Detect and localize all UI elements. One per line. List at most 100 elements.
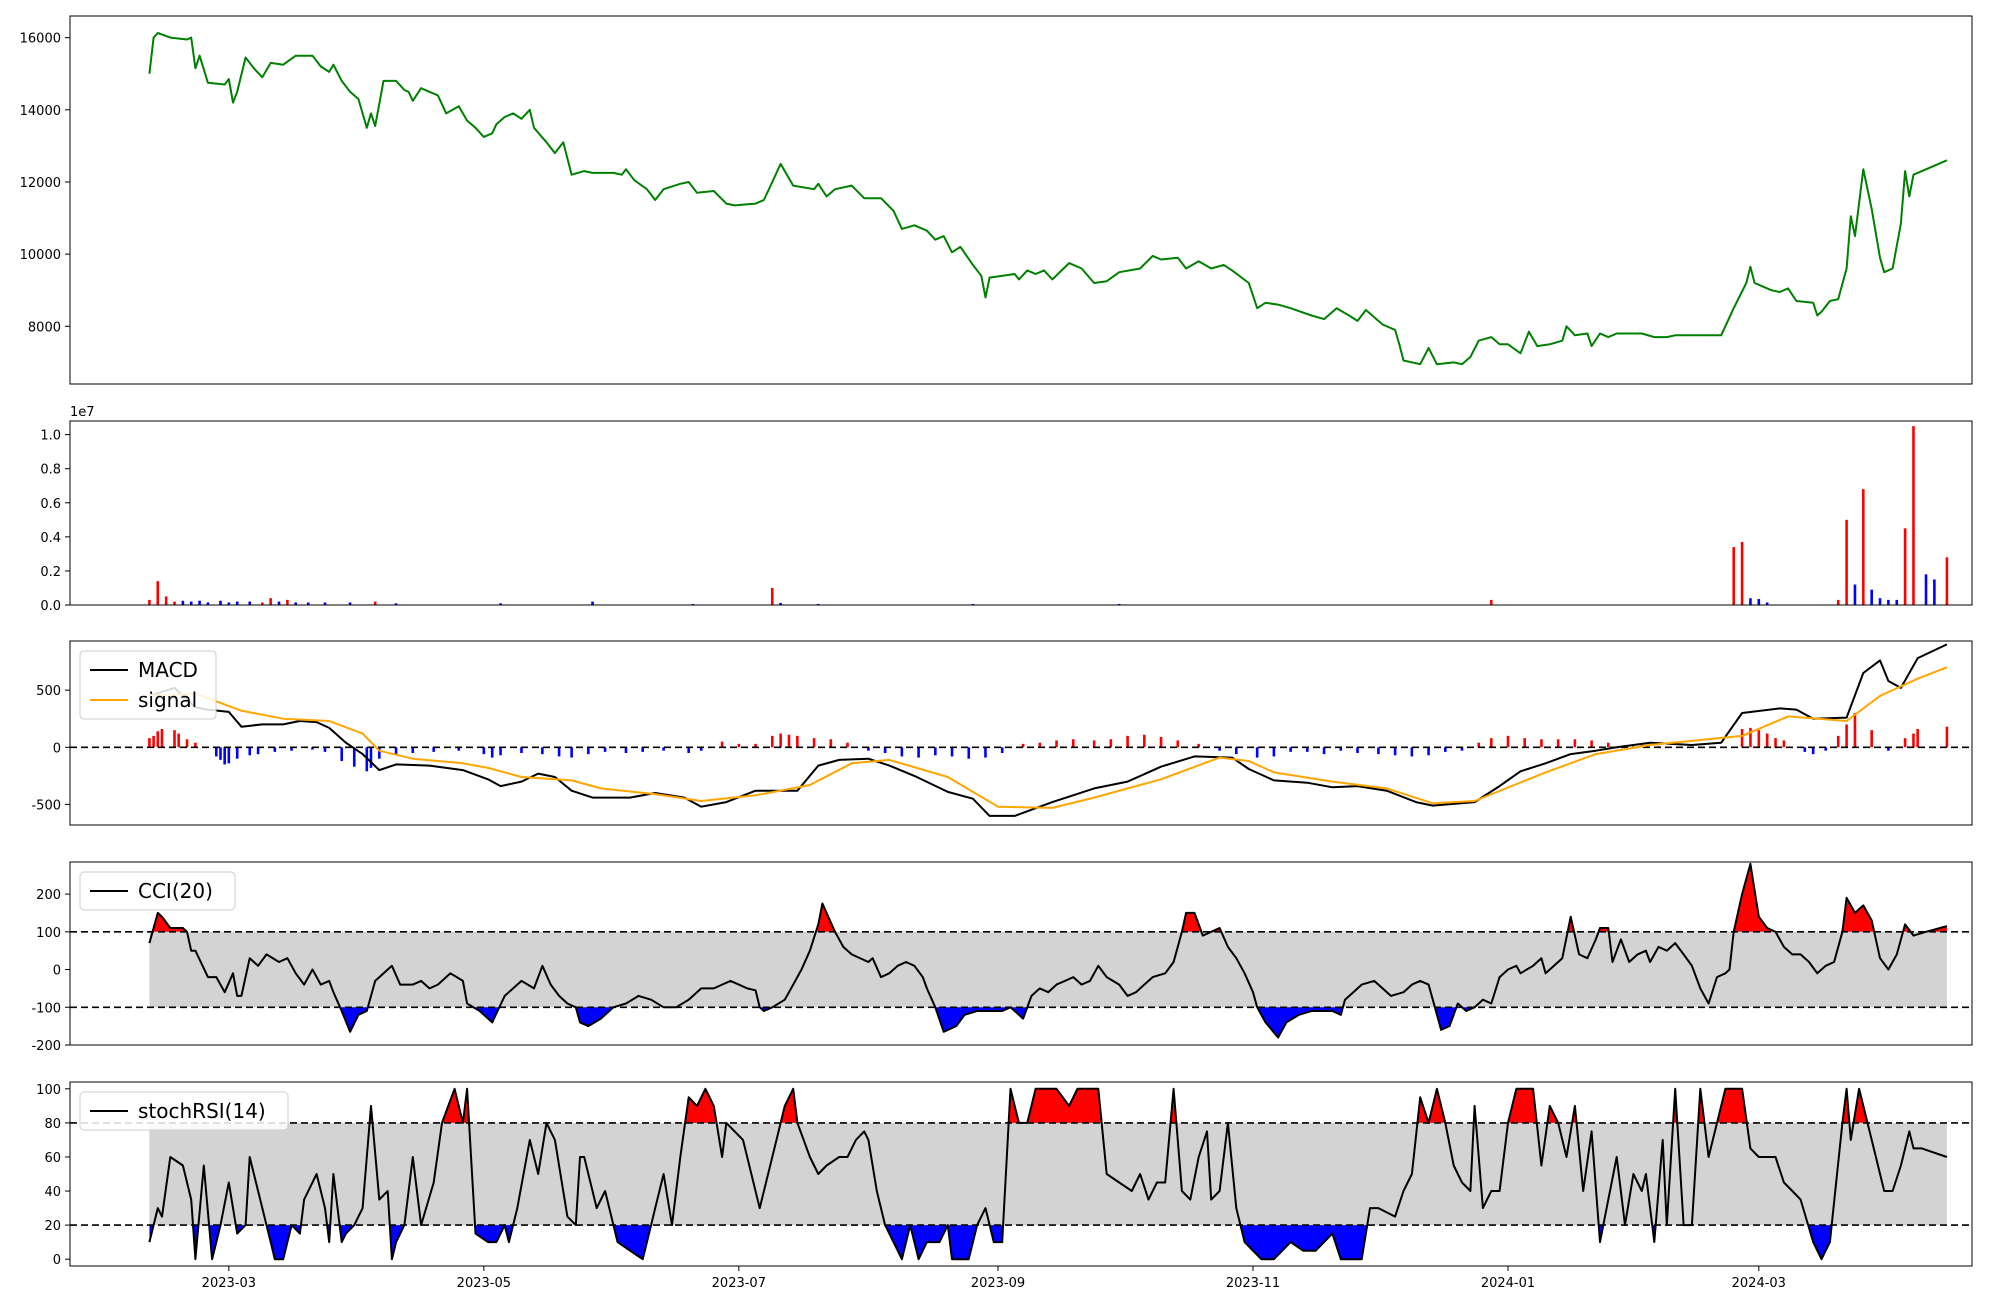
overbought-fill [780, 1088, 798, 1123]
volume-bar [235, 601, 239, 605]
x-tick-label: 2024-01 [1481, 1276, 1535, 1291]
volume-bar [294, 602, 298, 605]
macd-histogram-bar [520, 747, 523, 753]
macd-histogram-bar [219, 747, 222, 760]
macd-histogram-bar [173, 730, 176, 748]
macd-histogram-bar [499, 747, 502, 756]
overbought-fill [152, 912, 188, 932]
macd-histogram-bar [369, 747, 373, 768]
volume-bar [1117, 603, 1121, 605]
oversold-fill [1808, 1225, 1832, 1260]
overbought-fill [1853, 1088, 1868, 1123]
macd-histogram-bar [1143, 734, 1146, 748]
oversold-fill [935, 1007, 1011, 1032]
volume-bar [1870, 589, 1873, 605]
macd-histogram-bar [1159, 737, 1163, 748]
volume-bar [260, 602, 264, 605]
volume-panel: 0.0 0.2 0.4 0.6 0.8 1.0 [40, 420, 1973, 614]
macd-histogram-bar [1427, 747, 1430, 756]
macd-histogram-bar [1126, 735, 1129, 748]
plot-area [148, 32, 1948, 366]
volume-bar [206, 602, 210, 605]
volume-bar [1895, 599, 1899, 605]
macd-histogram-bar [290, 747, 293, 751]
macd-histogram-bar [846, 742, 849, 748]
macd-histogram-bar [1556, 739, 1560, 748]
macd-histogram-bar [482, 747, 486, 755]
macd-histogram-bar [1306, 747, 1309, 752]
volume-bar [148, 599, 151, 605]
oversold-fill [504, 1225, 514, 1243]
volume-bar [173, 601, 176, 605]
macd-histogram-bar [1824, 747, 1827, 751]
macd-histogram-bar [1912, 733, 1915, 748]
macd-histogram-bar [273, 747, 277, 752]
volume-bar [323, 602, 327, 605]
overbought-fill [1733, 863, 1776, 932]
y-tick-label: 100 [36, 1083, 61, 1098]
macd-histogram-bar [779, 733, 782, 748]
y-tick-label: -200 [31, 1039, 61, 1054]
x-tick-label: 2023-05 [457, 1276, 511, 1291]
macd-histogram-bar [770, 735, 774, 748]
macd-histogram-bar [1176, 740, 1180, 748]
y-tick-label: 0 [53, 741, 61, 756]
axes-frame [69, 861, 1973, 1046]
volume-bar [277, 601, 281, 605]
macd-histogram-bar [587, 747, 590, 755]
volume-bar [227, 602, 231, 605]
y-tick-label: 200 [36, 888, 61, 903]
axes-frame [69, 15, 1973, 385]
y-tick-label: 0.4 [40, 531, 61, 546]
macd-histogram-bar [223, 747, 226, 765]
volume-bar [499, 603, 502, 605]
macd-histogram-bar [796, 735, 799, 748]
macd-histogram-bar [1903, 738, 1907, 748]
macd-histogram-bar [720, 741, 724, 748]
macd-histogram-bar [984, 747, 987, 758]
macd-histogram-bar [641, 747, 644, 752]
macd-histogram-bar [1887, 747, 1890, 751]
macd-histogram-bar [1945, 726, 1949, 748]
legend-label: stochRSI(14) [138, 1099, 266, 1123]
volume-bar [373, 601, 377, 605]
volume-bar [1740, 541, 1744, 605]
volume-bar [1853, 584, 1857, 605]
macd-histogram-bar [235, 747, 239, 759]
macd-histogram-bar [1765, 733, 1769, 748]
volume-bar [306, 602, 310, 605]
macd-histogram-bar [311, 747, 314, 750]
y-tick-label: 40 [44, 1185, 61, 1200]
macd-histogram-bar [1540, 739, 1543, 748]
y-tick-label: 100 [36, 926, 61, 941]
macd-histogram-bar [662, 747, 665, 751]
plot-area [70, 643, 1972, 817]
macd-histogram-bar [352, 747, 356, 767]
oversold-fill [885, 1225, 911, 1260]
macd-histogram-bar [1811, 747, 1815, 755]
volume-bar [971, 603, 975, 605]
volume-bar [219, 600, 222, 605]
y-tick-label: -100 [31, 1001, 61, 1016]
volume-bar [1933, 579, 1936, 605]
axes-frame [69, 1081, 1973, 1267]
macd-histogram-bar [194, 742, 197, 748]
volume-bar [286, 599, 289, 605]
plot-area [70, 862, 1972, 1039]
macd-histogram-bar [1197, 743, 1200, 748]
series-line [149, 666, 1948, 809]
oversold-fill [1257, 1007, 1343, 1038]
y-tick-label: 60 [44, 1151, 61, 1166]
macd-histogram-bar [900, 747, 904, 757]
macd-histogram-bar [490, 747, 494, 758]
macd-histogram-bar [883, 747, 887, 753]
volume-bar [1912, 426, 1915, 605]
y-tick-label: -500 [31, 798, 61, 813]
macd-histogram-bar [699, 747, 703, 751]
volume-bar [691, 603, 695, 605]
macd-histogram-bar [1870, 730, 1873, 748]
volume-bar [164, 596, 168, 605]
macd-histogram-bar [248, 747, 252, 756]
volume-bar [1903, 528, 1907, 605]
macd-histogram-bar [829, 739, 833, 748]
